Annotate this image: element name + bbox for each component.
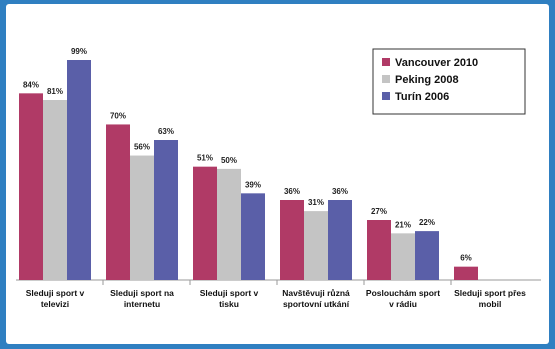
data-label: 21% <box>395 220 411 229</box>
category-label: Poslouchám sport v rádiu <box>366 288 440 309</box>
category-label: Navštěvuji různá sportovní utkání <box>282 288 350 309</box>
bar <box>193 166 217 280</box>
bar <box>280 200 304 280</box>
data-label: 51% <box>197 154 213 163</box>
bar <box>43 100 67 280</box>
legend-swatch <box>382 75 390 83</box>
legend-label: Vancouver 2010 <box>395 57 478 69</box>
bar-chart: 84% 81% 99% 70% 56% 63% 51% 50% 39% 36% 31% 36% 27% 2… <box>16 47 541 309</box>
data-label: 6% <box>460 254 472 263</box>
category-label: Sleduji sport na internetu <box>110 288 174 309</box>
bar <box>367 220 391 280</box>
bar <box>415 231 439 280</box>
legend-label: Turín 2006 <box>395 91 449 103</box>
chart-frame: 84% 81% 99% 70% 56% 63% 51% 50% 39% 36% 31% 36% 27% 2… <box>6 4 549 344</box>
legend-label: Peking 2008 <box>395 74 459 86</box>
data-label: 31% <box>308 198 324 207</box>
bar <box>328 200 352 280</box>
data-label: 99% <box>71 47 87 56</box>
data-label: 50% <box>221 156 237 165</box>
category-label: Sleduji sport přes mobil <box>454 288 526 309</box>
bar <box>106 124 130 280</box>
category-labels: Sleduji sport v televizi Sleduji sport na i… <box>26 288 526 309</box>
legend-swatch <box>382 92 390 100</box>
data-label: 84% <box>23 80 39 89</box>
data-label: 70% <box>110 111 126 120</box>
bar <box>241 193 265 280</box>
legend-box <box>372 48 526 115</box>
bar <box>217 168 241 280</box>
data-label: 39% <box>245 180 261 189</box>
data-label: 63% <box>158 127 174 136</box>
data-label: 81% <box>47 87 63 96</box>
bar <box>130 155 154 280</box>
bar <box>154 140 178 280</box>
data-label: 36% <box>332 187 348 196</box>
data-label: 27% <box>371 207 387 216</box>
legend-swatch <box>382 58 390 66</box>
category-label: Sleduji sport v televizi <box>26 288 85 309</box>
legend: Vancouver 2010 Peking 2008 Turín 2006 <box>372 48 526 115</box>
bar <box>304 211 328 280</box>
data-label: 36% <box>284 187 300 196</box>
data-label: 56% <box>134 143 150 152</box>
data-label: 22% <box>419 218 435 227</box>
bar <box>391 233 415 280</box>
bar <box>454 266 478 280</box>
category-label: Sleduji sport v tisku <box>200 288 259 309</box>
bars-layer: 84% 81% 99% 70% 56% 63% 51% 50% 39% 36% 31% 36% 27% 2… <box>19 47 478 280</box>
bar <box>67 60 91 280</box>
bar <box>19 93 43 280</box>
